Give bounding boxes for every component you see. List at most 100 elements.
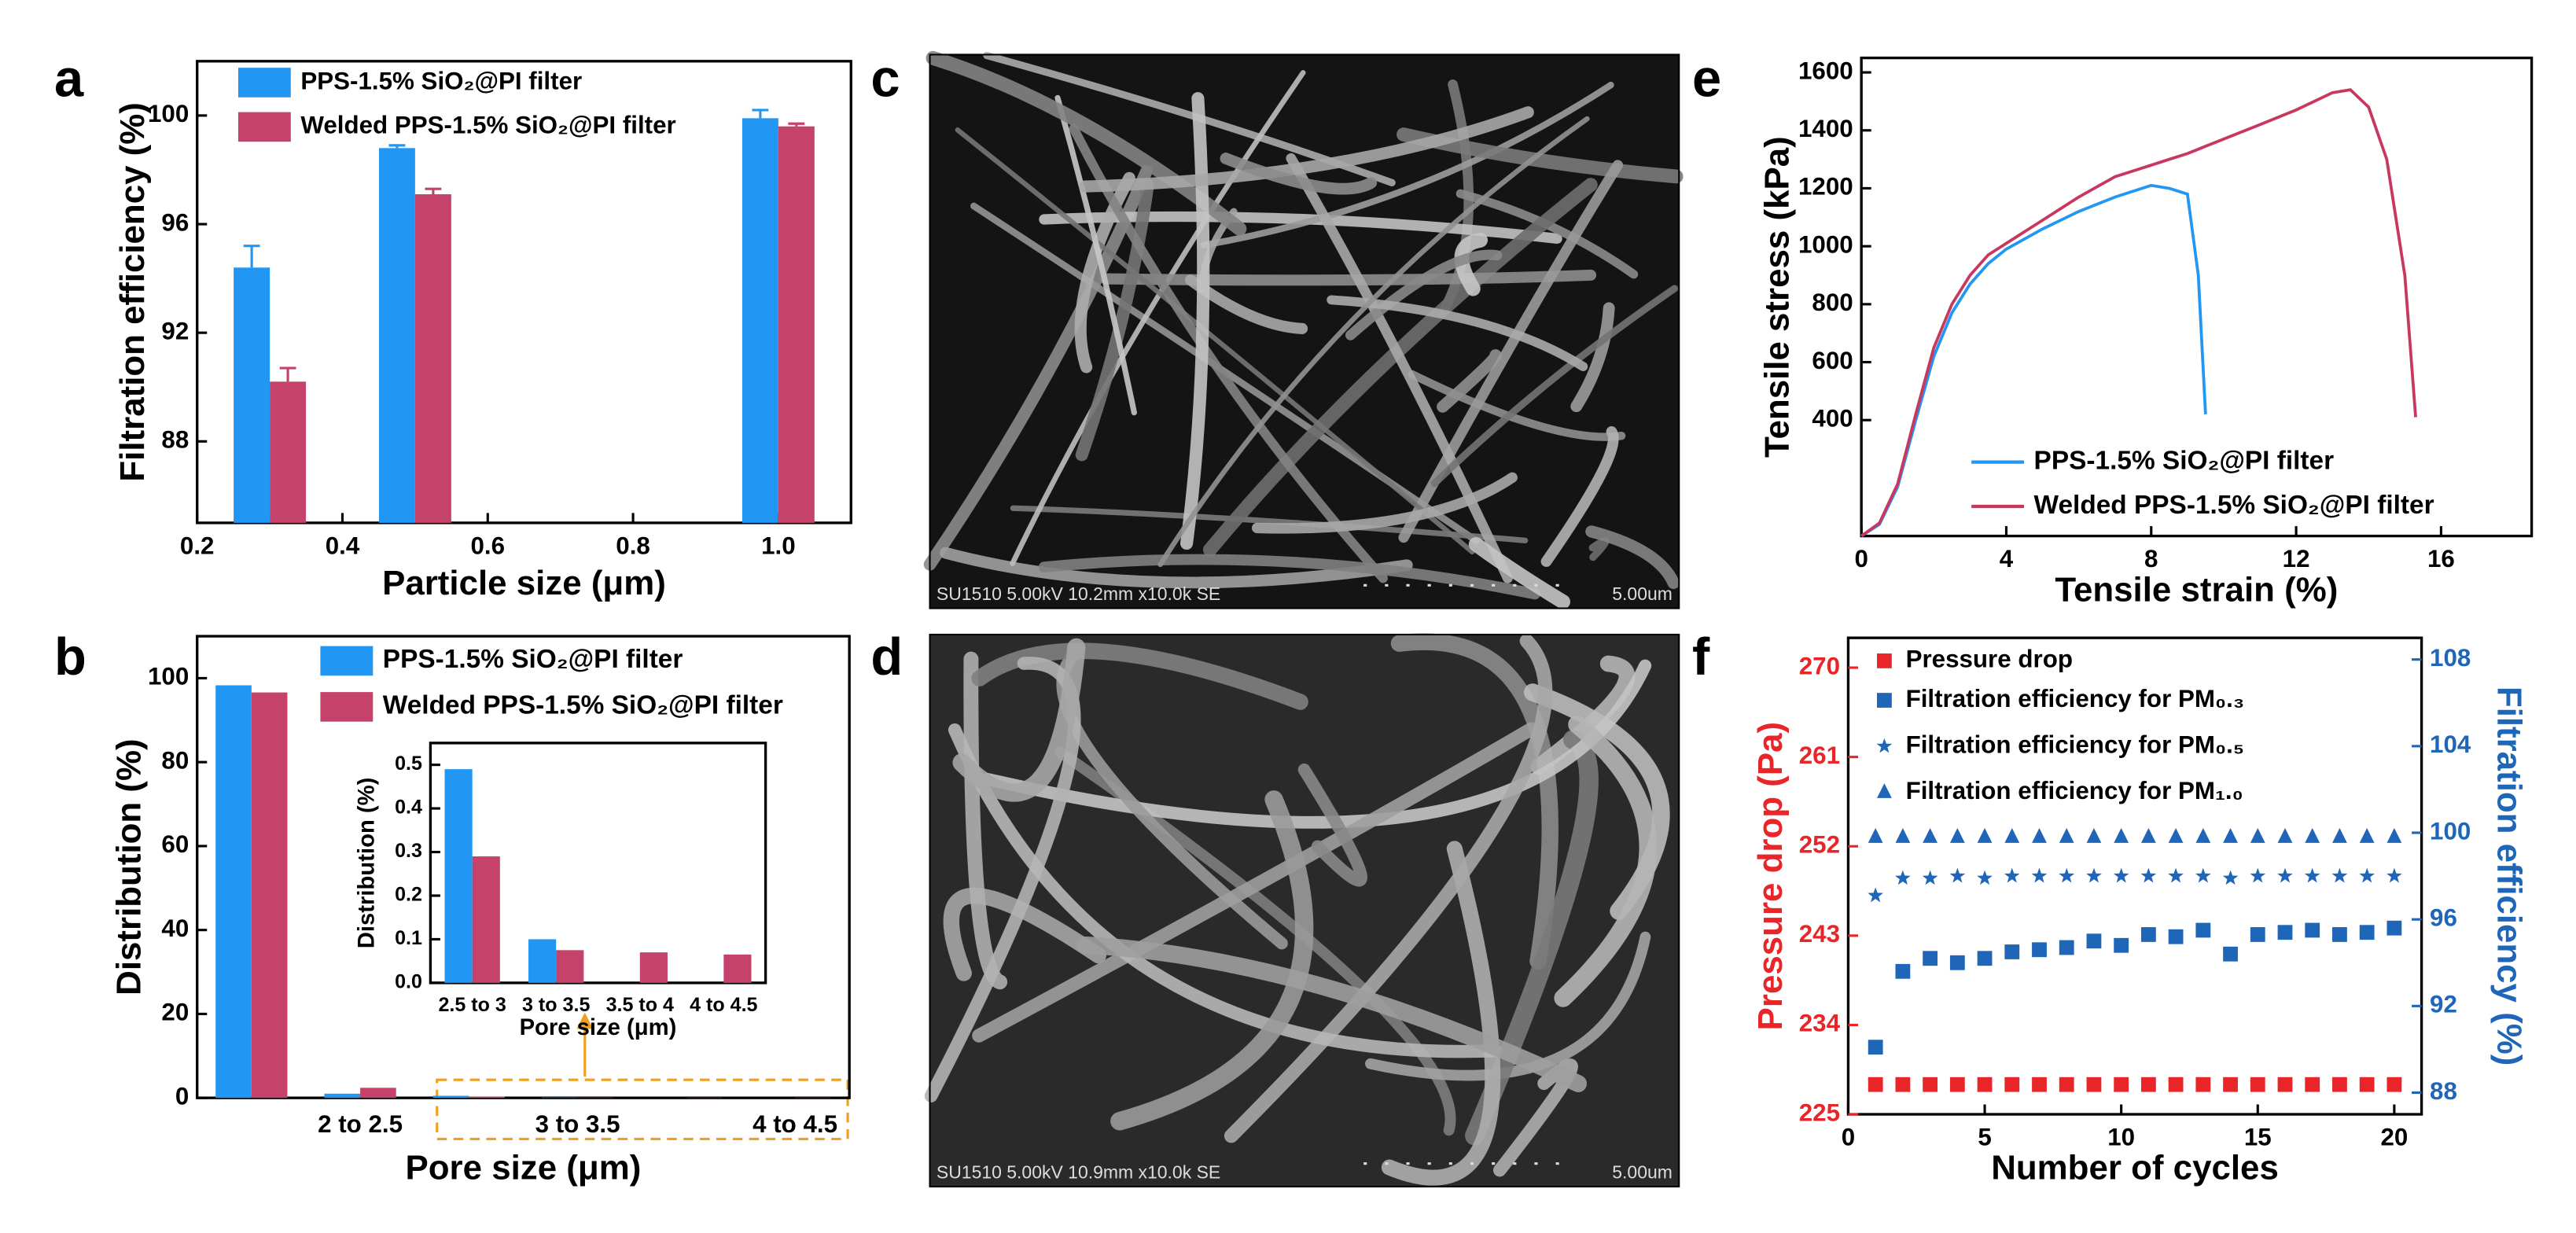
y-tick-label: 1000	[1798, 230, 1853, 258]
x-tick-label: 16	[2427, 545, 2455, 572]
x-tick-label: 0	[1842, 1124, 1855, 1151]
bar	[324, 1093, 361, 1099]
marker	[2277, 828, 2293, 843]
marker	[2277, 925, 2293, 940]
fiber	[1202, 178, 1598, 557]
y-tick-label: 88	[161, 426, 189, 454]
y-tick-label: 0.1	[395, 927, 422, 949]
fiber	[1110, 790, 1314, 1131]
legend-label: PPS-1.5% SiO₂@PI filter	[2034, 446, 2335, 475]
bar	[723, 954, 752, 983]
legend-label: PPS-1.5% SiO₂@PI filter	[383, 645, 683, 674]
marker	[2032, 1077, 2047, 1092]
y-tick-label: 92	[161, 317, 189, 344]
marker	[1922, 870, 1938, 885]
fiber	[1075, 179, 1154, 462]
marker	[2386, 828, 2402, 843]
y-tick-label: 400	[1812, 405, 1853, 432]
marker	[2140, 828, 2156, 843]
y-axis-title: Pressure drop (Pa)	[1751, 722, 1790, 1030]
x-tick-label: 2.5 to 3	[438, 994, 506, 1016]
y-tick-label: 1200	[1798, 173, 1853, 201]
x-tick-label: 0	[1854, 545, 1868, 572]
marker	[2032, 828, 2047, 843]
fiber	[955, 127, 1475, 555]
bar	[742, 118, 778, 523]
plot-frame	[196, 635, 851, 1099]
y-tick-label: 40	[161, 915, 189, 942]
sem-frame	[929, 633, 1680, 1188]
marker	[2359, 925, 2375, 940]
plot-frame	[429, 742, 767, 985]
marker	[1949, 867, 1966, 883]
fiber	[1038, 554, 1540, 600]
sem-caption: SU1510 5.00kV 10.9mm x10.0k SE	[937, 1161, 1220, 1182]
y-tick-label: 0.3	[395, 840, 422, 862]
bar	[251, 692, 288, 1099]
marker	[1923, 1077, 1938, 1092]
y-tick-label: 0.2	[395, 884, 422, 906]
marker	[2059, 940, 2074, 955]
fiber	[924, 657, 1081, 1102]
marker	[2113, 867, 2129, 883]
marker	[2305, 1077, 2320, 1092]
panel-label: f	[1692, 628, 1710, 686]
marker	[2004, 828, 2020, 843]
legend-swatch	[320, 692, 374, 722]
marker	[2140, 867, 2157, 883]
marker	[2114, 1077, 2129, 1092]
legend-swatch	[237, 112, 291, 142]
marker	[2168, 929, 2184, 944]
marker	[2059, 1077, 2074, 1092]
x-tick-label: 12	[2283, 545, 2310, 572]
legend-label: Welded PPS-1.5% SiO₂@PI filter	[383, 691, 783, 720]
y-tick-label: 600	[1812, 347, 1853, 374]
panel-label: d	[870, 628, 903, 686]
y2-tick-label: 108	[2430, 644, 2471, 672]
marker	[2359, 828, 2375, 843]
bar	[378, 148, 415, 523]
y-tick-label: 800	[1812, 289, 1853, 316]
fiber	[1010, 70, 1306, 566]
y2-tick-label: 104	[2430, 731, 2471, 758]
fiber	[940, 547, 1413, 589]
y-tick-label: 252	[1799, 831, 1840, 859]
bar	[469, 1096, 505, 1099]
marker	[1977, 951, 1993, 966]
marker	[2168, 828, 2184, 843]
marker	[2086, 867, 2102, 883]
fiber	[1251, 472, 1518, 534]
x-tick-label: 3 to 3.5	[535, 1110, 620, 1138]
legend-label: Filtration efficiency for PM₀.₅	[1906, 731, 2245, 758]
fiber	[1010, 505, 1529, 543]
marker	[2195, 1077, 2211, 1092]
y2-axis-title: Filtration efficiency (%)	[2490, 686, 2529, 1066]
x-tick-label: 15	[2244, 1124, 2272, 1151]
marker	[1923, 828, 1938, 843]
fiber	[1076, 936, 1588, 1092]
marker	[2250, 828, 2265, 843]
panel-label: e	[1692, 50, 1721, 109]
legend-marker	[1876, 738, 1893, 753]
marker	[1923, 951, 1938, 966]
marker	[2223, 1077, 2238, 1092]
marker	[1977, 870, 1993, 885]
bar	[472, 856, 500, 983]
fiber	[1430, 285, 1679, 488]
marker	[1949, 828, 1965, 843]
legend-swatch	[320, 646, 374, 676]
y-tick-label: 225	[1799, 1099, 1840, 1126]
marker	[1894, 870, 1911, 885]
marker	[1895, 963, 1911, 979]
legend-marker	[1877, 783, 1892, 798]
y-tick-label: 0.0	[395, 971, 422, 993]
marker	[2304, 867, 2320, 883]
fiber	[948, 723, 1503, 1058]
marker	[2140, 927, 2156, 942]
legend-label: PPS-1.5% SiO₂@PI filter	[300, 67, 582, 94]
marker	[2250, 1077, 2265, 1092]
marker	[2114, 937, 2129, 953]
fiber	[1381, 841, 1501, 1186]
fiber	[1100, 269, 1597, 286]
marker	[2305, 922, 2320, 938]
